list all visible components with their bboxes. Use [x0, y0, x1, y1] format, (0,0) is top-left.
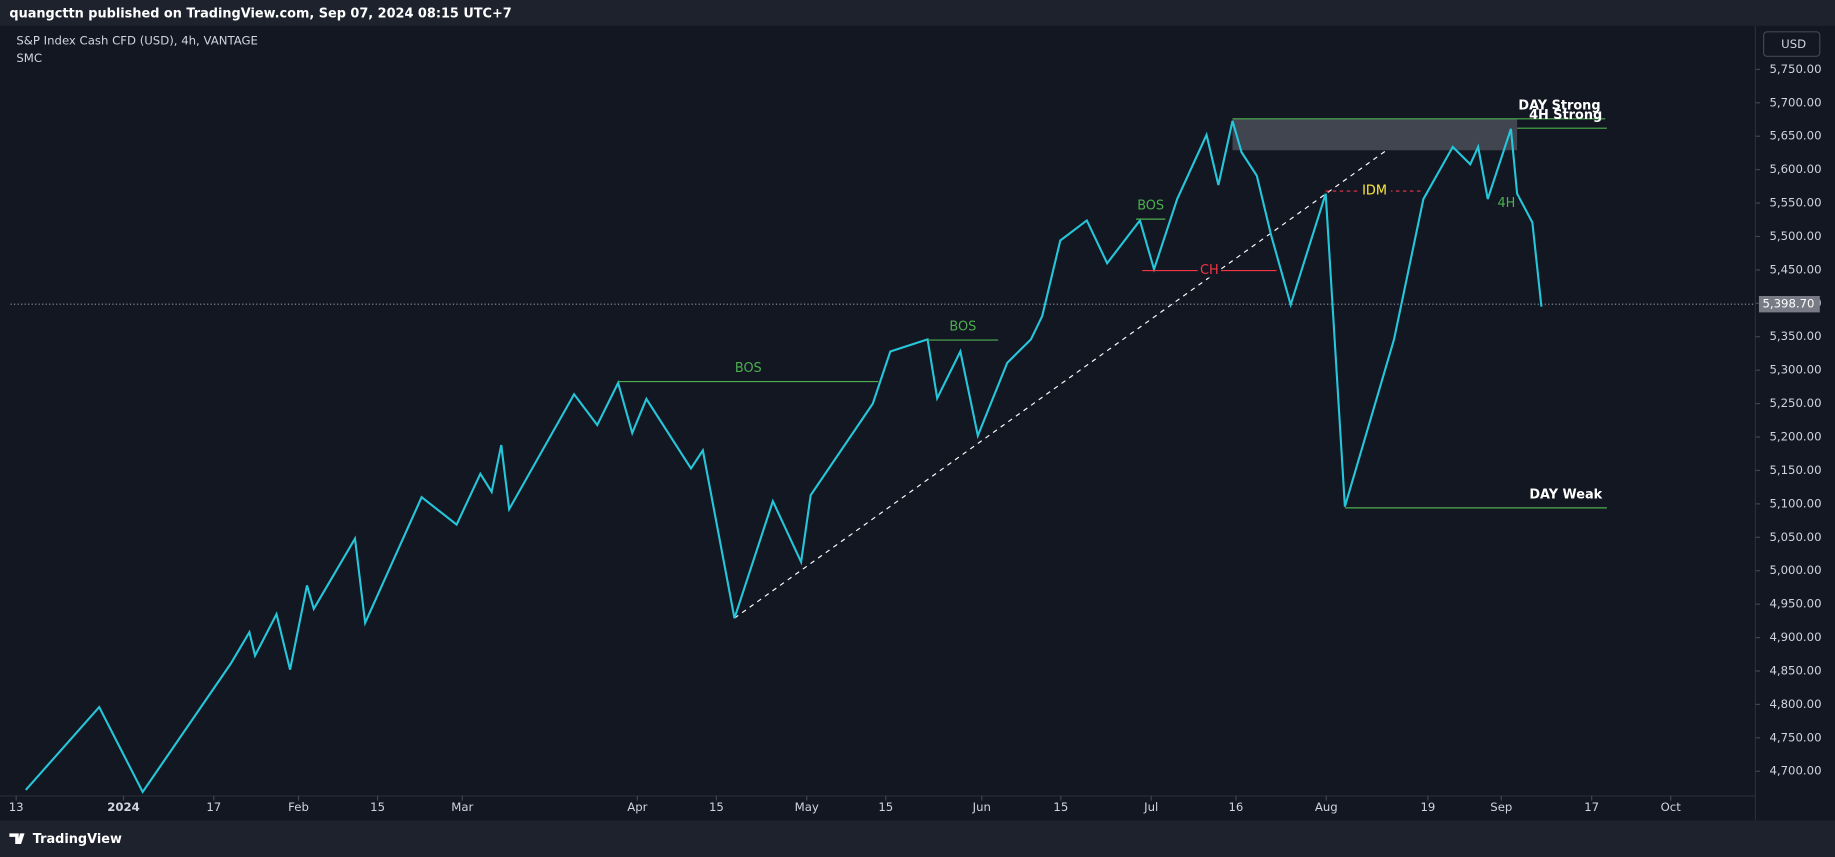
y-tick-label: 5,000.00	[1769, 563, 1821, 577]
x-tick-label: Sep	[1490, 800, 1512, 814]
x-tick-label: Mar	[451, 800, 473, 814]
level-label: DAY Strong	[1518, 98, 1600, 113]
x-tick-label: 16	[1228, 800, 1243, 814]
y-tick-label: 4,950.00	[1769, 597, 1821, 611]
chart-title: S&P Index Cash CFD (USD), 4h, VANTAGE	[16, 34, 258, 48]
x-tick-label: Aug	[1315, 800, 1338, 814]
y-tick-label: 4,750.00	[1769, 730, 1821, 744]
y-tick-label: 5,750.00	[1769, 62, 1821, 76]
currency-label[interactable]: USD	[1781, 37, 1806, 51]
x-tick-label: Jun	[972, 800, 991, 814]
trendline	[734, 148, 1389, 619]
level-label: CH	[1200, 263, 1219, 278]
level-label: 4H	[1497, 196, 1515, 211]
y-tick-label: 5,350.00	[1769, 329, 1821, 343]
y-tick-label: 5,550.00	[1769, 196, 1821, 210]
x-tick-label: Apr	[627, 800, 647, 814]
y-tick-label: 5,100.00	[1769, 496, 1821, 510]
x-tick-label: Jul	[1143, 800, 1158, 814]
x-tick-label: 2024	[107, 800, 140, 814]
y-tick-label: 4,900.00	[1769, 630, 1821, 644]
level-label: IDM	[1362, 184, 1387, 199]
y-tick-label: 5,700.00	[1769, 95, 1821, 109]
brand: TradingView	[33, 832, 122, 847]
x-tick-label: 15	[1053, 800, 1068, 814]
indicator-name: SMC	[16, 51, 42, 65]
x-tick-label: Feb	[288, 800, 309, 814]
level-label-bg	[1197, 263, 1222, 278]
level-label-bg	[1358, 184, 1391, 199]
publish-info: quangcttn published on TradingView.com, …	[9, 7, 511, 22]
level-label: BOS	[1137, 199, 1164, 214]
y-tick-label: 5,450.00	[1769, 262, 1821, 276]
chart-pane	[0, 25, 1835, 821]
level-label: BOS	[949, 320, 976, 335]
y-tick-label: 5,250.00	[1769, 396, 1821, 410]
swing-line	[24, 120, 1543, 795]
currency-button[interactable]	[1763, 31, 1821, 57]
y-tick-label: 5,200.00	[1769, 430, 1821, 444]
level-label-bg	[1494, 196, 1519, 211]
y-tick-label: 4,800.00	[1769, 697, 1821, 711]
x-tick-label: Oct	[1661, 800, 1682, 814]
zone	[1232, 118, 1518, 151]
x-tick-label: May	[795, 800, 819, 814]
brand-logo	[9, 833, 25, 844]
last-price-tag	[1758, 296, 1820, 313]
y-tick-label: 5,500.00	[1769, 229, 1821, 243]
x-tick-label: 17	[1584, 800, 1599, 814]
y-tick-label: 5,150.00	[1769, 463, 1821, 477]
y-tick-label: 5,650.00	[1769, 129, 1821, 143]
x-tick-label: 17	[206, 800, 221, 814]
level-label: 4H Strong	[1529, 108, 1602, 123]
y-tick-label: 5,050.00	[1769, 530, 1821, 544]
x-tick-label: 19	[1420, 800, 1435, 814]
last-price-label: 5,398.70	[1762, 297, 1814, 311]
x-tick-label: 15	[370, 800, 385, 814]
y-tick-label: 5,300.00	[1769, 363, 1821, 377]
y-tick-label: 4,700.00	[1769, 764, 1821, 778]
y-tick-label: 4,850.00	[1769, 663, 1821, 677]
y-tick-label: 5,600.00	[1769, 162, 1821, 176]
x-tick-label: 13	[9, 800, 24, 814]
level-label: BOS	[735, 361, 762, 376]
level-label: DAY Weak	[1529, 488, 1602, 503]
x-tick-label: 15	[709, 800, 724, 814]
x-tick-label: 15	[878, 800, 893, 814]
